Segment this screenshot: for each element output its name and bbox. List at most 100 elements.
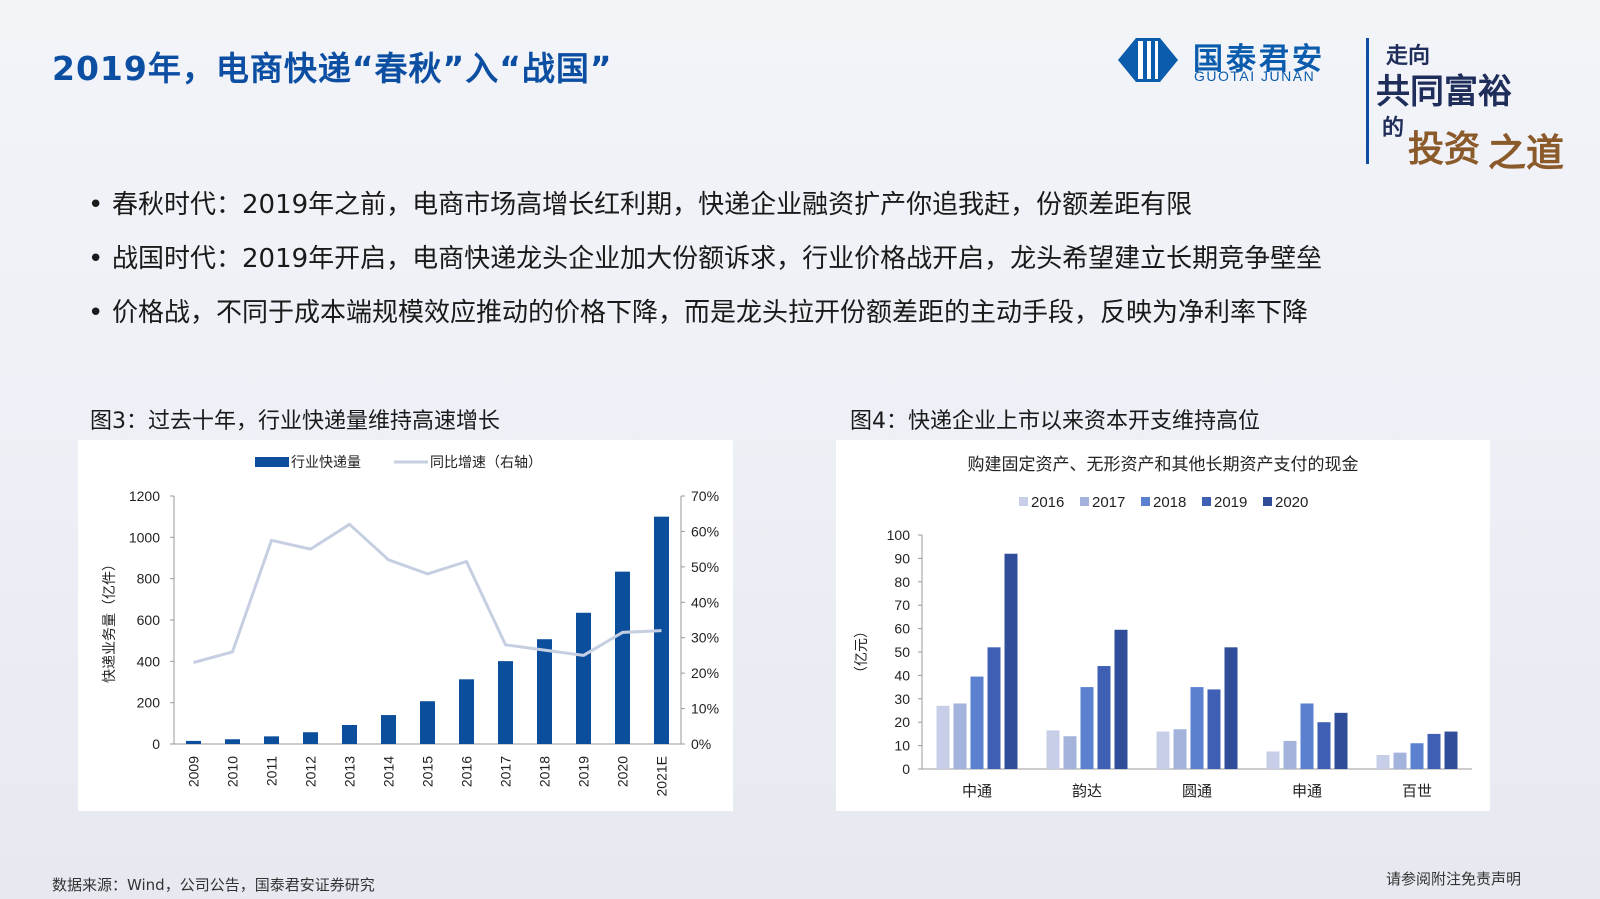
legend-label-2016: 2016 — [1031, 494, 1064, 511]
x-tick-label: 2014 — [381, 756, 397, 787]
y-axis-label: （亿元） — [854, 624, 870, 680]
slogan-line-2: 共同富裕 — [1376, 72, 1512, 112]
slogan-line-5: 之道 — [1488, 130, 1565, 175]
bar-2019 — [1207, 689, 1221, 769]
y-tick-label: 80 — [894, 574, 910, 590]
x-tick-label: 2021E — [654, 756, 670, 796]
legend-swatch-2018 — [1141, 497, 1150, 506]
bar-2020 — [1004, 553, 1018, 769]
y-tick-label: 200 — [137, 695, 161, 711]
bar-2017 — [1393, 752, 1407, 769]
bar-volume — [264, 736, 279, 744]
legend-label-2020: 2020 — [1275, 494, 1308, 511]
legend-label-line: 同比增速（右轴） — [430, 455, 542, 471]
guotai-junan-logo: 国泰君安 GUOTAI JUNAN 走向 共同富裕 的 投资 之道 — [1108, 30, 1578, 180]
y2-tick-label: 40% — [691, 594, 719, 610]
bar-2018 — [1080, 687, 1094, 769]
legend-swatch-2019 — [1202, 497, 1211, 506]
bar-volume — [225, 739, 240, 744]
growth-line — [193, 522, 662, 664]
chart-panel-right: 购建固定资产、无形资产和其他长期资产支付的现金 2016 2017 2018 2019 2… — [836, 440, 1490, 811]
legend-label-2017: 2017 — [1092, 494, 1125, 511]
legend-swatch-2017 — [1080, 497, 1089, 506]
x-tick-label: 2015 — [420, 756, 436, 787]
bullet-item: • 战国时代：2019年开启，电商快递龙头企业加大份额诉求，行业价格战开启，龙头希… — [88, 244, 1323, 274]
bar-2019 — [987, 647, 1001, 769]
bullet-item: • 春秋时代：2019年之前，电商市场高增长红利期，快递企业融资扩产你追我赶，份额… — [88, 190, 1193, 220]
bar-2016 — [1046, 730, 1060, 769]
logo-text-cn: 国泰君安 — [1193, 42, 1325, 77]
bar-2020 — [1444, 731, 1458, 769]
y-axis-label: 快递业务量（亿件） — [102, 557, 118, 683]
bar-2018 — [1410, 743, 1424, 769]
bar-2018 — [970, 676, 984, 769]
x-tick-label: 2018 — [537, 756, 553, 787]
y-tick-label: 30 — [894, 691, 910, 707]
y2-tick-label: 10% — [691, 701, 719, 717]
y2-tick-label: 0% — [691, 736, 711, 752]
page-title: 2019年，电商快递“春秋”入“战国” — [52, 49, 613, 88]
source-note: 数据来源：Wind，公司公告，国泰君安证券研究 — [52, 876, 375, 894]
bar-2016 — [936, 705, 950, 769]
x-tick-label: 2013 — [342, 756, 358, 787]
legend-swatch-2016 — [1019, 497, 1028, 506]
bar-2018 — [1190, 687, 1204, 769]
bar-volume — [459, 679, 474, 744]
bar-volume — [303, 732, 318, 744]
y-tick-label: 10 — [894, 738, 910, 754]
fig3-caption: 图3：过去十年，行业快递量维持高速增长 — [90, 409, 500, 434]
bar-volume — [420, 701, 435, 744]
y-tick-label: 1200 — [129, 488, 160, 504]
y2-tick-label: 60% — [691, 523, 719, 539]
bar-2018 — [1300, 703, 1314, 769]
y-tick-label: 60 — [894, 621, 910, 637]
bar-volume — [537, 639, 552, 744]
logo-text-en: GUOTAI JUNAN — [1194, 68, 1316, 84]
x-tick-label: 申通 — [1292, 782, 1322, 800]
bar-volume — [615, 571, 630, 744]
y-tick-label: 400 — [137, 653, 161, 669]
slogan: 走向 共同富裕 的 投资 之道 — [1376, 30, 1570, 180]
x-tick-label: 百世 — [1402, 782, 1432, 800]
y-tick-label: 0 — [902, 761, 910, 777]
x-tick-label: 2012 — [303, 756, 319, 787]
slogan-line-4: 投资 — [1408, 128, 1481, 170]
x-tick-label: 2016 — [459, 756, 475, 787]
y-tick-label: 100 — [887, 527, 911, 543]
bar-2016 — [1156, 731, 1170, 769]
express-volume-chart: 0 200 400 600 800 1000 1200 0% 10% 20% 30% 40% 50% 60… — [102, 455, 719, 796]
x-tick-label: 2019 — [576, 756, 592, 787]
bar-2016 — [1266, 751, 1280, 769]
y-tick-label: 50 — [894, 644, 910, 660]
x-tick-label: 2011 — [264, 756, 280, 786]
y-tick-label: 40 — [894, 667, 910, 683]
bar-volume — [498, 661, 513, 744]
bar-2017 — [1063, 736, 1077, 769]
x-tick-label: 2020 — [615, 756, 631, 787]
y-tick-label: 1000 — [129, 529, 160, 545]
capex-chart: 购建固定资产、无形资产和其他长期资产支付的现金 2016 2017 2018 2019 2… — [854, 455, 1472, 800]
fig4-caption: 图4：快递企业上市以来资本开支维持高位 — [850, 409, 1260, 434]
bar-volume — [381, 715, 396, 744]
bar-2020 — [1334, 712, 1348, 769]
y-tick-label: 20 — [894, 714, 910, 730]
bar-2019 — [1097, 666, 1111, 769]
guotai-junan-emblem-icon — [1118, 38, 1178, 82]
legend-label-2019: 2019 — [1214, 494, 1247, 511]
y2-tick-label: 30% — [691, 630, 719, 646]
y-tick-label: 70 — [894, 597, 910, 613]
y-tick-label: 90 — [894, 550, 910, 566]
bar-2016 — [1376, 754, 1390, 769]
disclaimer-note: 请参阅附注免责声明 — [1386, 870, 1522, 888]
chart-panel-left: 0 200 400 600 800 1000 1200 0% 10% 20% 30% 40% 50% 60… — [78, 440, 733, 811]
bar-volume — [654, 516, 669, 744]
x-tick-label: 韵达 — [1072, 782, 1102, 800]
bar-2019 — [1317, 722, 1331, 769]
bullet-list: • 春秋时代：2019年之前，电商市场高增长红利期，快递企业融资扩产你追我赶，份额… — [88, 178, 1322, 340]
bar-2017 — [1283, 740, 1297, 769]
bullet-item: • 价格战，不同于成本端规模效应推动的价格下降，而是龙头拉开份额差距的主动手段，反… — [88, 298, 1309, 328]
x-tick-label: 2010 — [225, 756, 241, 787]
x-tick-label: 2009 — [186, 756, 202, 787]
legend-swatch-2020 — [1263, 497, 1272, 506]
legend-label-2018: 2018 — [1153, 494, 1186, 511]
